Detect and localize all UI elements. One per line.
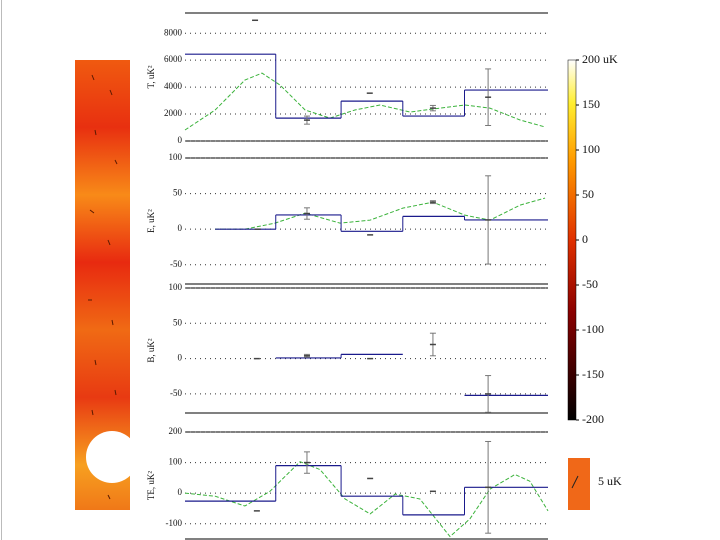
polarization-map (75, 60, 138, 510)
colorbar-label: 50 (582, 187, 594, 201)
y-tick-label: -50 (170, 388, 182, 398)
colorbar-label: 150 (582, 97, 600, 111)
scale-vector (571, 475, 579, 489)
y-tick-label: 6000 (164, 54, 183, 64)
theory-curve (184, 461, 549, 538)
y-tick-label: 0 (178, 487, 183, 497)
y-axis-label: T, uK² (146, 65, 156, 88)
y-tick-label: 100 (169, 457, 183, 467)
theory-curve (215, 197, 546, 230)
colorbar-label: -150 (582, 367, 604, 381)
y-tick-label: 200 (169, 426, 183, 436)
y-tick-label: 100 (169, 282, 183, 292)
scale-swatch (568, 458, 590, 510)
theory-curve (184, 72, 546, 131)
scale-label: 5 uK (598, 474, 622, 488)
y-tick-label: 50 (173, 188, 183, 198)
colorbar-label: 0 (582, 232, 588, 246)
y-tick-label: -50 (170, 259, 182, 269)
y-tick-label: -100 (166, 518, 183, 528)
y-axis-label: TE, uK² (146, 471, 156, 500)
colorbar: -200 -150 -100 -50 0 50 100 150 200 uK 5 uK (567, 52, 622, 488)
y-axis-label: E, uK² (146, 209, 156, 233)
mask-hole (86, 431, 138, 483)
colorbar-label: -50 (582, 277, 598, 291)
colorbar-scale (567, 59, 577, 421)
colorbar-label: 200 uK (582, 52, 618, 66)
y-tick-label: 8000 (164, 27, 183, 37)
y-tick-label: 100 (169, 152, 183, 162)
colorbar-label: 100 (582, 142, 600, 156)
y-axis-label: B, uK² (146, 338, 156, 363)
y-tick-label: 0 (178, 135, 183, 145)
colorbar-label: -100 (582, 322, 604, 336)
y-tick-label: 2000 (164, 108, 183, 118)
colorbar-label: -200 (582, 412, 604, 426)
y-tick-label: 0 (178, 353, 183, 363)
y-tick-label: 50 (173, 317, 183, 327)
y-tick-label: 4000 (164, 81, 183, 91)
y-tick-label: 0 (178, 223, 183, 233)
